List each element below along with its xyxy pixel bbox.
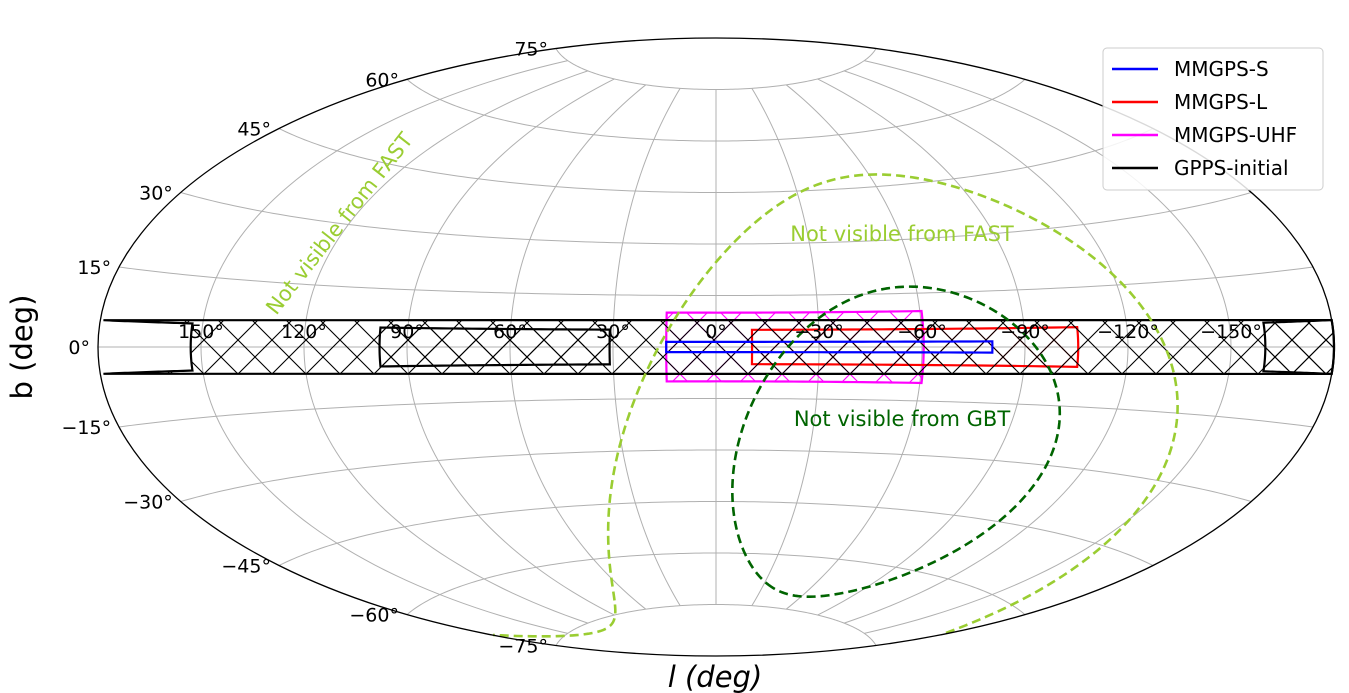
longitude-tick-label: −150°	[1200, 321, 1262, 343]
longitude-tick-label: 120°	[281, 321, 327, 343]
survey-region-mmgps-s	[665, 340, 994, 354]
visibility-limit-curve	[606, 173, 1179, 635]
parallel-gridline	[555, 603, 877, 646]
legend-entry-label: MMGPS-UHF	[1174, 123, 1297, 147]
survey-regions	[103, 309, 1336, 385]
longitude-tick-label: −30°	[794, 321, 844, 343]
legend: MMGPS-S MMGPS-L MMGPS-UHF GPPS-initial	[1102, 47, 1324, 191]
visibility-limit-curve	[731, 285, 1062, 599]
parallel-gridline	[180, 449, 1252, 502]
parallel-gridline	[555, 48, 877, 91]
parallel-gridline	[278, 128, 1154, 194]
latitude-tick-label: 30°	[139, 183, 173, 205]
longitude-tick-label: 90°	[390, 321, 424, 343]
x-axis-title: l (deg)	[668, 660, 763, 693]
survey-region-gpps-initial	[1262, 318, 1336, 376]
latitude-tick-label: −75°	[498, 636, 548, 658]
latitude-tick-label: 75°	[514, 39, 548, 61]
legend-box	[1102, 47, 1324, 191]
tick-labels: 150° 120° 90° 60° 30° 0° −30° −60° −90° −120° −150…	[61, 39, 1261, 658]
fast-annotation-label-rotated: Not visible from FAST	[261, 128, 418, 319]
longitude-tick-label: 30°	[596, 321, 630, 343]
parallel-gridline	[180, 192, 1252, 245]
latitude-tick-label: 45°	[237, 119, 271, 141]
fast-annotation-label: Not visible from FAST	[790, 222, 1014, 246]
visibility-limit-curve	[493, 604, 617, 638]
longitude-tick-label: 60°	[493, 321, 527, 343]
y-axis-title: b (deg)	[5, 295, 39, 400]
gbt-annotation-label: Not visible from GBT	[794, 407, 1010, 431]
latitude-tick-label: 60°	[365, 69, 399, 91]
longitude-tick-label: −120°	[1097, 321, 1159, 343]
legend-entry-label: GPPS-initial	[1174, 156, 1289, 180]
parallel-gridline	[119, 266, 1313, 296]
parallel-gridline	[406, 552, 1026, 615]
parallel-gridline	[119, 398, 1313, 428]
longitude-tick-label: 0°	[705, 321, 727, 343]
latitude-tick-label: −30°	[123, 492, 173, 514]
latitude-tick-label: −60°	[349, 605, 399, 627]
latitude-tick-label: −45°	[221, 556, 271, 578]
parallel-gridline	[278, 500, 1154, 566]
longitude-tick-label: 150°	[178, 321, 224, 343]
parallel-gridline	[406, 79, 1026, 142]
latitude-tick-label: 15°	[77, 257, 111, 279]
longitude-tick-label: −90°	[1000, 321, 1050, 343]
latitude-tick-label: −15°	[61, 417, 111, 439]
projection-boundary	[97, 37, 1335, 657]
latitude-tick-label: 0°	[68, 337, 90, 359]
legend-entry-label: MMGPS-L	[1174, 90, 1268, 114]
longitude-tick-label: −60°	[897, 321, 947, 343]
legend-entry-label: MMGPS-S	[1174, 57, 1269, 81]
